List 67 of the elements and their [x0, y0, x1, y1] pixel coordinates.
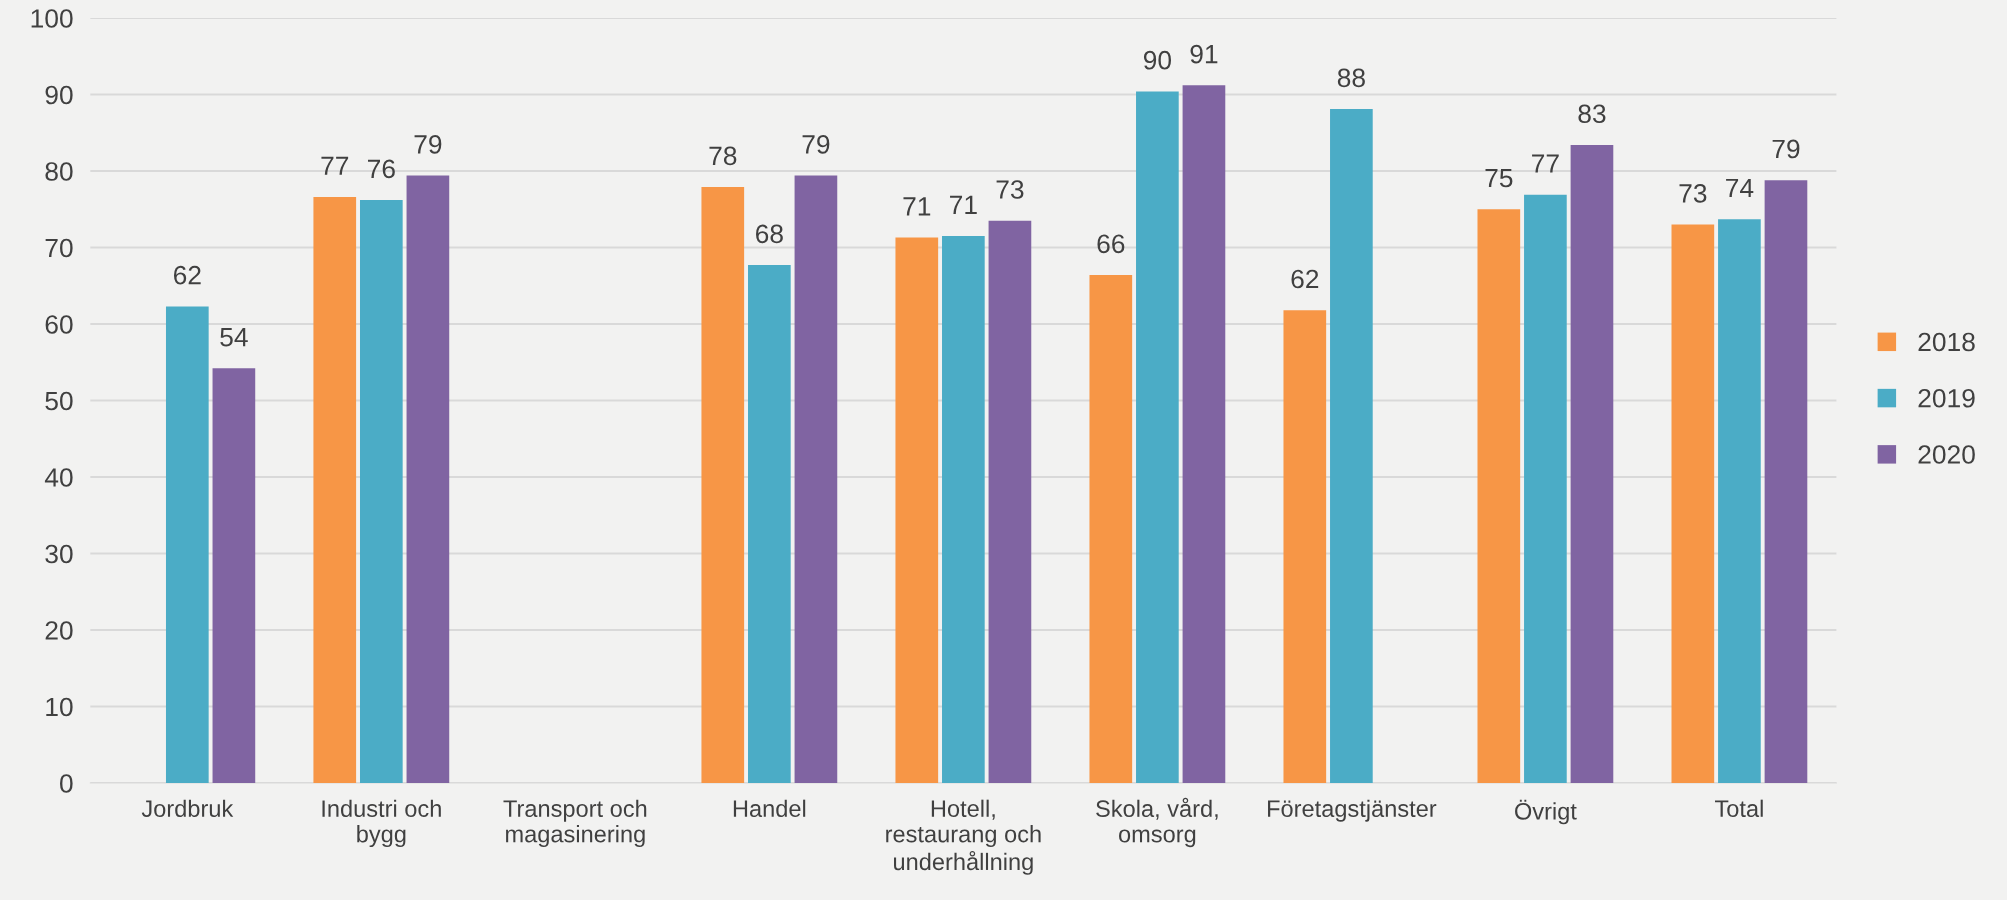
bar	[406, 175, 450, 783]
x-tick-label: Industri och bygg	[322, 799, 441, 848]
bar	[988, 220, 1032, 783]
data-label: 77	[1532, 154, 1559, 173]
bar	[895, 237, 939, 783]
legend-label: 2020	[1918, 445, 1975, 464]
legend-label: 2018	[1918, 332, 1975, 352]
data-label: 79	[1772, 139, 1800, 159]
data-label: 90	[1143, 50, 1172, 70]
bar	[794, 175, 838, 783]
legend-label: 2019	[1918, 388, 1975, 408]
bar	[313, 197, 357, 783]
y-tick-label: 70	[45, 238, 73, 258]
data-label: 62	[173, 265, 201, 285]
bar	[212, 368, 256, 783]
bar	[1330, 109, 1373, 783]
bar	[748, 265, 791, 783]
x-tick-label: Övrigt	[1515, 799, 1577, 825]
data-label: 71	[950, 195, 977, 214]
data-label: 54	[220, 328, 248, 347]
y-tick-label: 30	[45, 544, 73, 564]
data-label: 75	[1485, 168, 1513, 188]
bar	[1570, 144, 1614, 783]
data-label: 77	[321, 156, 349, 175]
data-label: 74	[1726, 178, 1754, 198]
x-tick-label: Jordbruk	[141, 799, 234, 818]
bar	[1477, 209, 1521, 783]
data-label: 62	[1291, 269, 1319, 289]
y-tick-label: 10	[46, 697, 73, 717]
data-label: 68	[756, 224, 783, 244]
y-tick-label: 0	[60, 774, 73, 793]
x-tick-label: Total	[1715, 799, 1763, 818]
bar	[1136, 91, 1179, 783]
bar	[701, 187, 745, 783]
y-tick-label: 40	[44, 468, 73, 487]
data-label: 73	[996, 180, 1024, 199]
data-label: 88	[1337, 68, 1365, 88]
bar	[1718, 219, 1761, 783]
data-label: 73	[1679, 183, 1707, 203]
data-label: 79	[802, 135, 830, 154]
y-tick-label: 80	[45, 162, 73, 181]
y-tick-label: 100	[31, 9, 73, 28]
y-tick-label: 90	[45, 85, 73, 105]
bar	[359, 200, 403, 783]
x-tick-label: Handel	[733, 799, 806, 818]
bar	[942, 236, 985, 783]
data-label: 71	[903, 197, 931, 216]
x-tick-label: Transport och magasinering	[503, 799, 647, 848]
data-label: 79	[414, 135, 442, 154]
bar	[1764, 180, 1808, 783]
bar	[1671, 224, 1715, 783]
x-tick-label: Företagstjänster	[1268, 799, 1437, 822]
data-label: 91	[1190, 44, 1218, 64]
y-tick-label: 60	[45, 315, 73, 334]
data-label: 83	[1578, 104, 1606, 124]
data-label: 76	[368, 159, 395, 179]
y-tick-label: 50	[45, 391, 73, 411]
bar	[1524, 194, 1567, 783]
x-tick-label: Hotell, restaurang och underhållning	[886, 799, 1041, 875]
x-tick-label: Skola, vård, omsorg	[1096, 797, 1218, 848]
data-label: 66	[1097, 234, 1125, 254]
bar	[1283, 310, 1327, 783]
bar	[165, 306, 209, 783]
data-label: 78	[709, 146, 737, 166]
bar	[1182, 85, 1226, 783]
bar	[1089, 275, 1133, 783]
y-tick-label: 20	[45, 621, 73, 640]
